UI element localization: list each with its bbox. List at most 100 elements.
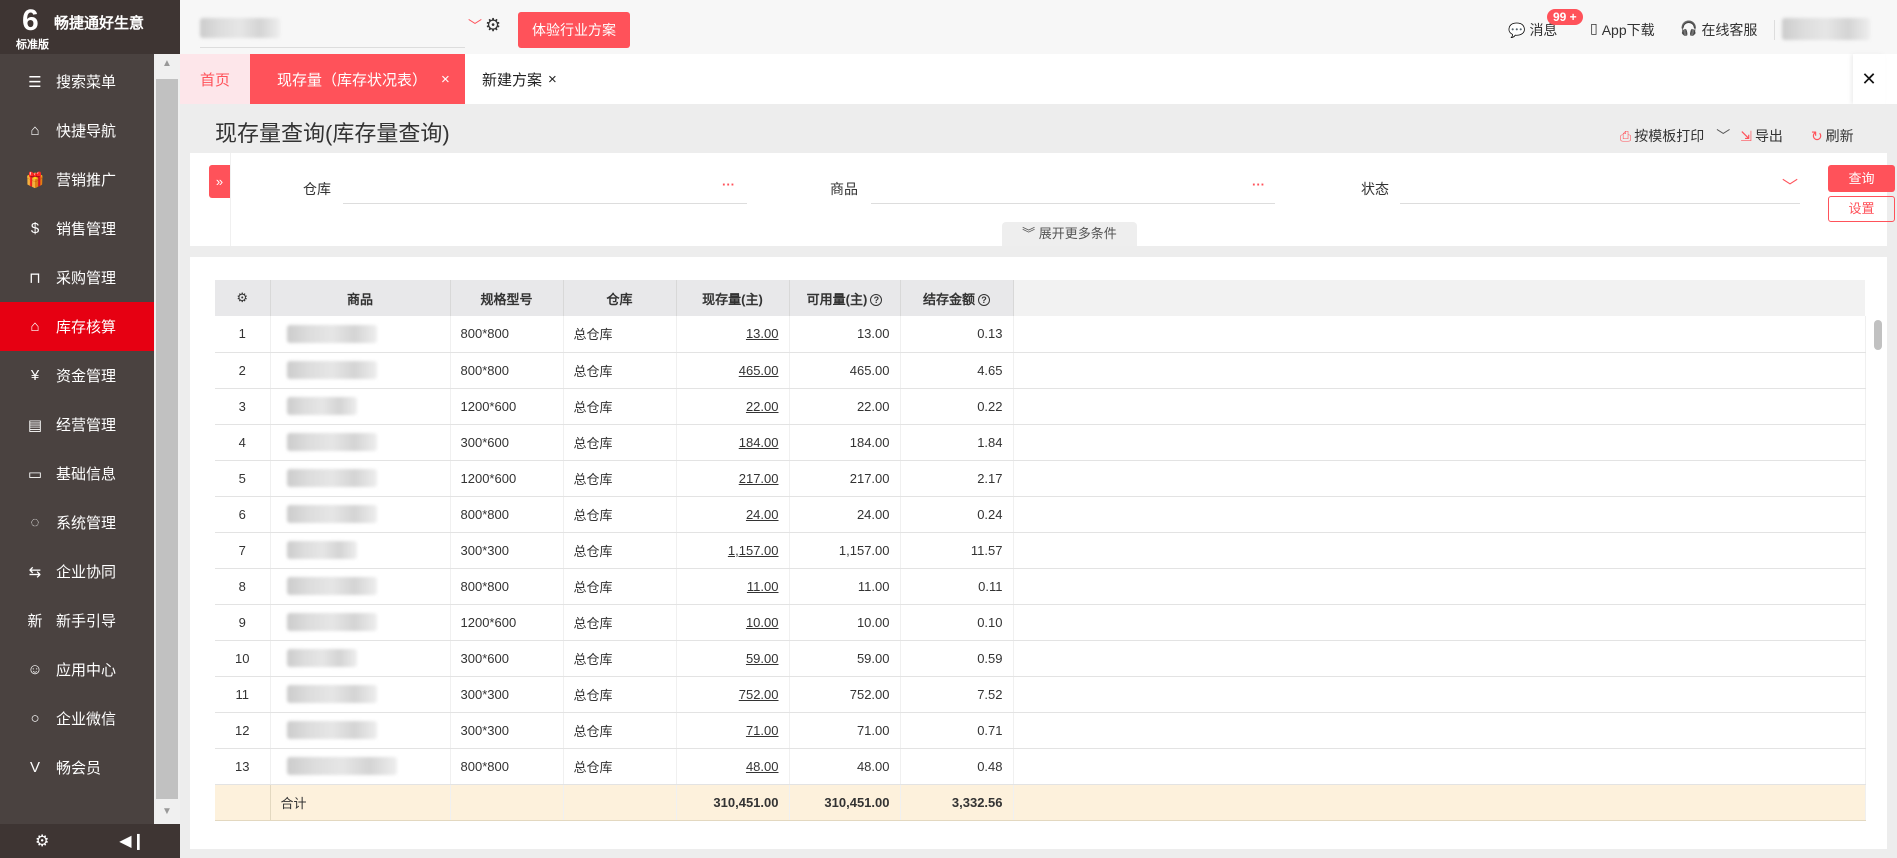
product-picker-icon[interactable]: ··· <box>1252 177 1265 192</box>
table-row[interactable]: 6 800*800 总仓库 24.00 24.00 0.24 <box>215 496 1866 533</box>
stock-link[interactable]: 752.00 <box>738 686 779 702</box>
gear-icon[interactable]: ⚙ <box>485 15 502 35</box>
table-row[interactable]: 12 300*300 总仓库 71.00 71.00 0.71 <box>215 712 1866 749</box>
online-service-button[interactable]: 🎧 在线客服 <box>1680 20 1757 40</box>
trial-industry-button[interactable]: 体验行业方案 <box>518 12 630 48</box>
table-row[interactable]: 4 300*600 总仓库 184.00 184.00 1.84 <box>215 424 1866 461</box>
header-warehouse[interactable]: 仓库 <box>563 280 677 316</box>
sidebar-scrollbar[interactable]: ▲ ▼ <box>154 54 180 824</box>
stock-link[interactable]: 22.00 <box>745 398 779 414</box>
chevron-down-icon[interactable]: ﹀ <box>468 18 482 34</box>
sidebar-item-8[interactable]: ▭ 基础信息 <box>0 449 154 498</box>
header-product[interactable]: 商品 <box>270 280 451 316</box>
collapse-sidebar-icon[interactable]: ◀❙ <box>119 833 146 850</box>
close-all-tabs-button[interactable]: ✕ <box>1853 54 1885 104</box>
stock-cell[interactable]: 71.00 <box>676 712 790 749</box>
scroll-up-icon[interactable]: ▲ <box>162 58 172 69</box>
table-row[interactable]: 5 1200*600 总仓库 217.00 217.00 2.17 <box>215 460 1866 497</box>
column-settings-icon[interactable]: ⚙ <box>215 280 271 316</box>
help-icon[interactable]: ? <box>870 294 883 307</box>
tab-stock-status[interactable]: 现存量（库存状况表） × <box>250 54 465 104</box>
header-stock[interactable]: 现存量(主) <box>676 280 790 316</box>
sidebar-item-7[interactable]: ▤ 经营管理 <box>0 400 154 449</box>
stock-cell[interactable]: 1,157.00 <box>676 532 790 569</box>
stock-link[interactable]: 184.00 <box>738 434 779 450</box>
stock-cell[interactable]: 48.00 <box>676 748 790 785</box>
settings-gear-icon[interactable]: ⚙ <box>34 833 50 850</box>
sidebar-item-11[interactable]: 新新手引导 <box>0 596 154 645</box>
warehouse-input[interactable] <box>343 203 747 204</box>
table-row[interactable]: 8 800*800 总仓库 11.00 11.00 0.11 <box>215 568 1866 605</box>
sidebar-item-3[interactable]: $ 销售管理 <box>0 204 154 253</box>
sidebar-item-12[interactable]: ☺ 应用中心 <box>0 645 154 694</box>
header-spec[interactable]: 规格型号 <box>450 280 564 316</box>
header-amount[interactable]: 结存金额? <box>900 280 1014 316</box>
sidebar-item-1[interactable]: ⌂ 快捷导航 <box>0 106 154 155</box>
stock-link[interactable]: 24.00 <box>745 506 779 522</box>
scrollbar-thumb[interactable] <box>156 79 178 799</box>
stock-cell[interactable]: 13.00 <box>676 316 790 353</box>
tab-new-plan[interactable]: 新建方案 × <box>470 54 580 104</box>
stock-cell[interactable]: 24.00 <box>676 496 790 533</box>
stock-link[interactable]: 48.00 <box>745 758 779 774</box>
status-select[interactable] <box>1400 203 1800 204</box>
stock-link[interactable]: 465.00 <box>738 362 779 378</box>
stock-cell[interactable]: 10.00 <box>676 604 790 641</box>
close-icon[interactable]: × <box>441 70 450 88</box>
row-index: 2 <box>215 352 271 389</box>
app-download-button[interactable]: ▯ App下载 <box>1590 20 1655 40</box>
print-template-button[interactable]: 按模板打印 <box>1634 128 1705 144</box>
close-icon[interactable]: × <box>548 70 557 88</box>
table-row[interactable]: 11 300*300 总仓库 752.00 752.00 7.52 <box>215 676 1866 713</box>
tab-home[interactable]: 首页 <box>180 54 250 104</box>
sidebar-item-10[interactable]: ⇆ 企业协同 <box>0 547 154 596</box>
chevron-down-icon[interactable]: ﹀ <box>1716 128 1731 144</box>
expand-more-conditions[interactable]: ︾ 展开更多条件 <box>1002 222 1137 246</box>
table-scrollbar[interactable] <box>1874 320 1882 350</box>
table-row[interactable]: 1 800*800 总仓库 13.00 13.00 0.13 <box>215 316 1866 353</box>
stock-cell[interactable]: 184.00 <box>676 424 790 461</box>
stock-link[interactable]: 71.00 <box>745 722 779 738</box>
stock-cell[interactable]: 59.00 <box>676 640 790 677</box>
sidebar-item-0[interactable]: ☰ 搜索菜单 <box>0 57 154 106</box>
refresh-button[interactable]: 刷新 <box>1825 128 1854 144</box>
stock-link[interactable]: 1,157.00 <box>727 542 779 558</box>
settings-button[interactable]: 设置 <box>1828 196 1895 222</box>
stock-link[interactable]: 217.00 <box>738 470 779 486</box>
header-available[interactable]: 可用量(主)? <box>789 280 901 316</box>
stock-link[interactable]: 11.00 <box>746 578 779 594</box>
warehouse-picker-icon[interactable]: ··· <box>722 177 735 192</box>
sidebar-item-6[interactable]: ¥ 资金管理 <box>0 351 154 400</box>
stock-link[interactable]: 13.00 <box>745 326 779 342</box>
table-row[interactable]: 13 800*800 总仓库 48.00 48.00 0.48 <box>215 748 1866 785</box>
chevron-down-icon[interactable]: ﹀ <box>1782 179 1799 196</box>
sidebar-item-9[interactable]: ◌ 系统管理 <box>0 498 154 547</box>
sidebar-footer: ⚙ ◀❙ <box>0 824 180 858</box>
stock-cell[interactable]: 217.00 <box>676 460 790 497</box>
account-selector[interactable]: ﹀ <box>200 10 482 48</box>
help-icon[interactable]: ? <box>978 294 990 307</box>
table-row[interactable]: 2 800*800 总仓库 465.00 465.00 4.65 <box>215 352 1866 389</box>
expand-panel-icon[interactable]: » <box>209 165 230 198</box>
table-row[interactable]: 7 300*300 总仓库 1,157.00 1,157.00 11.57 <box>215 532 1866 569</box>
export-button[interactable]: 导出 <box>1754 128 1783 144</box>
table-row[interactable]: 9 1200*600 总仓库 10.00 10.00 0.10 <box>215 604 1866 641</box>
stock-cell[interactable]: 752.00 <box>676 676 790 713</box>
stock-link[interactable]: 10.00 <box>745 614 779 630</box>
scroll-down-icon[interactable]: ▼ <box>162 806 172 817</box>
query-button[interactable]: 查询 <box>1828 165 1895 192</box>
sidebar-item-2[interactable]: 🎁 营销推广 <box>0 155 154 204</box>
stock-cell[interactable]: 22.00 <box>676 388 790 425</box>
sidebar-item-14[interactable]: V 畅会员 <box>0 743 154 792</box>
messages-button[interactable]: 💬 消息 <box>1508 20 1557 40</box>
table-row[interactable]: 3 1200*600 总仓库 22.00 22.00 0.22 <box>215 388 1866 425</box>
product-input[interactable] <box>871 203 1275 204</box>
stock-cell[interactable]: 11.00 <box>676 568 790 605</box>
table-row[interactable]: 10 300*600 总仓库 59.00 59.00 0.59 <box>215 640 1866 677</box>
sidebar-item-13[interactable]: ○ 企业微信 <box>0 694 154 743</box>
sidebar-item-5[interactable]: ⌂ 库存核算 <box>0 302 154 351</box>
stock-cell[interactable]: 465.00 <box>676 352 790 389</box>
redacted-user[interactable] <box>1782 18 1870 40</box>
sidebar-item-4[interactable]: ⊓ 采购管理 <box>0 253 154 302</box>
stock-link[interactable]: 59.00 <box>745 650 779 666</box>
